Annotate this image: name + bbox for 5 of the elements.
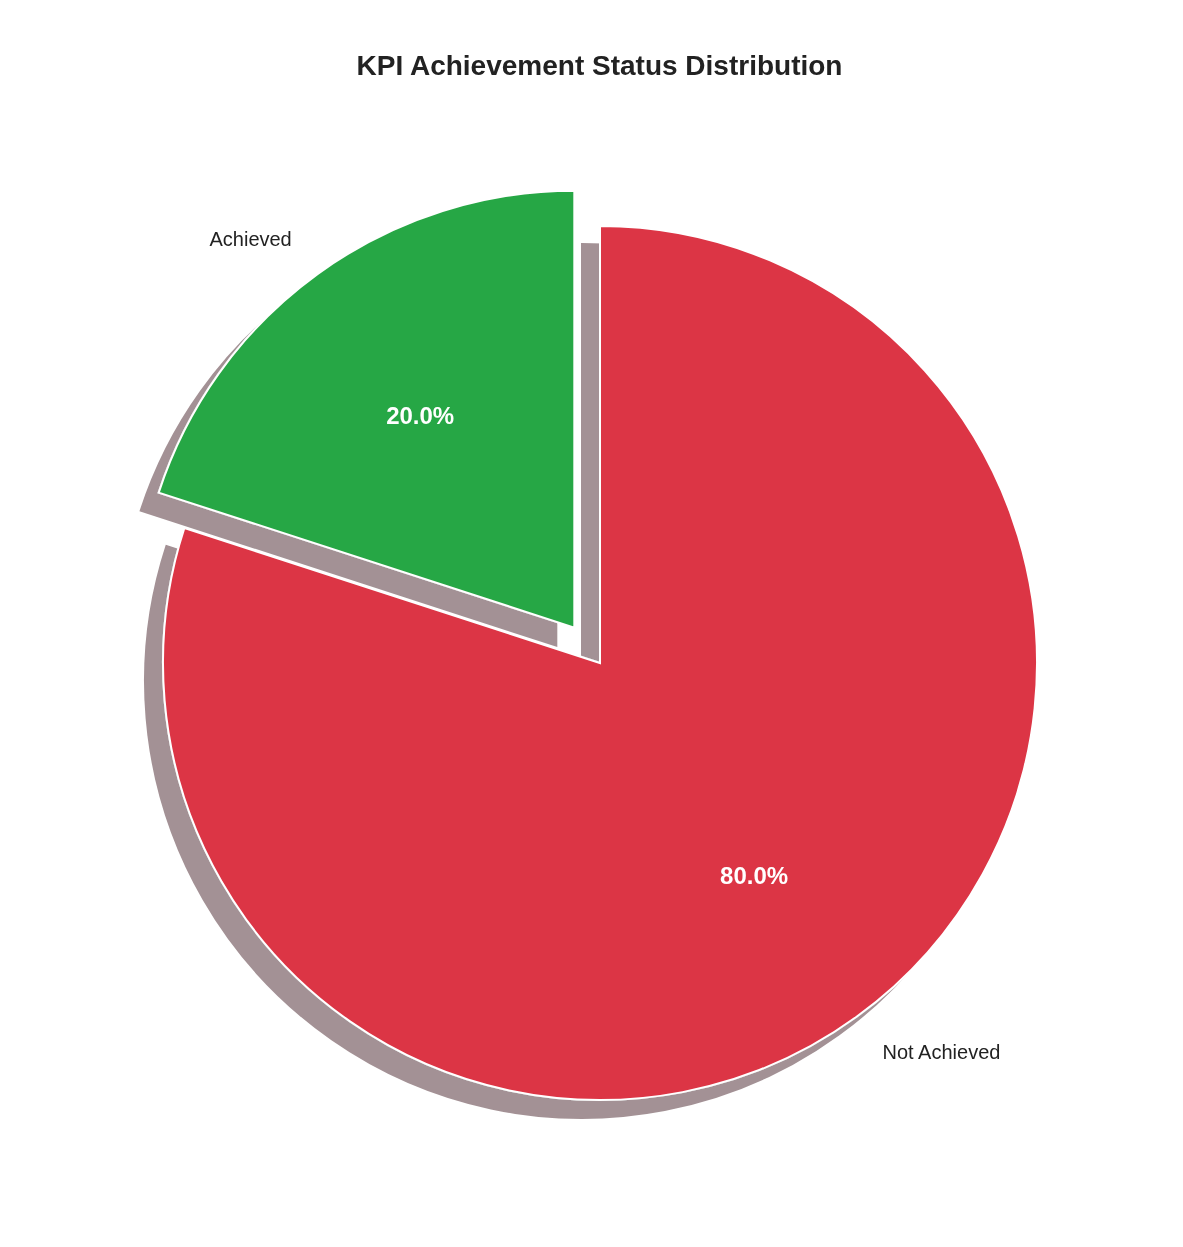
- slice-label: Not Achieved: [882, 1040, 1001, 1063]
- chart-title: KPI Achievement Status Distribution: [356, 50, 843, 81]
- data-label: 80.0%: [720, 861, 789, 889]
- slice-label: Achieved: [209, 227, 292, 250]
- data-label: 20.0%: [386, 401, 455, 429]
